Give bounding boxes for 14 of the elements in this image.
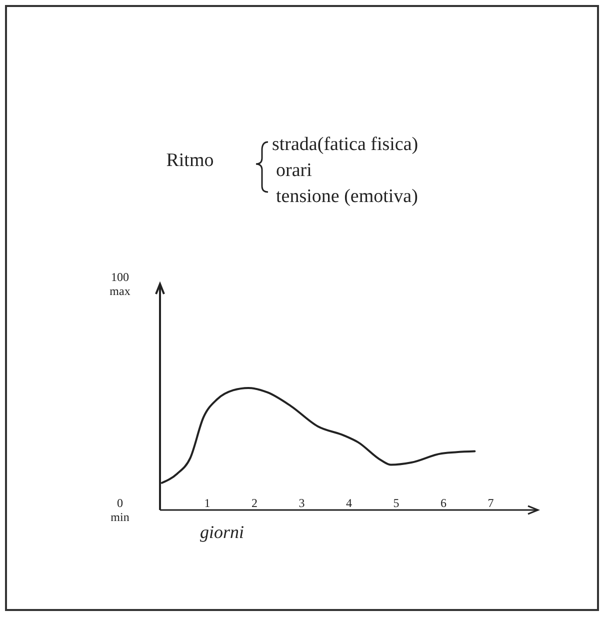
x-tick-label: 7 bbox=[488, 496, 494, 510]
x-tick-label: 2 bbox=[252, 496, 258, 510]
x-tick-label: 1 bbox=[204, 496, 210, 510]
text: orari bbox=[276, 160, 312, 181]
x-tick-label: 6 bbox=[440, 496, 446, 510]
y-tick-label: 0 min bbox=[110, 496, 130, 524]
chart-title: Ritmo bbox=[166, 150, 214, 171]
x-tick-label: 5 bbox=[393, 496, 400, 510]
x-axis-title: giorni bbox=[200, 522, 244, 542]
text: tensione (emotiva) bbox=[276, 186, 418, 207]
y-tick-label: 100 max bbox=[110, 270, 130, 298]
text: strada(fatica fisica) bbox=[272, 134, 418, 155]
x-tick-label: 3 bbox=[298, 496, 305, 510]
x-tick-label: 4 bbox=[346, 496, 352, 510]
